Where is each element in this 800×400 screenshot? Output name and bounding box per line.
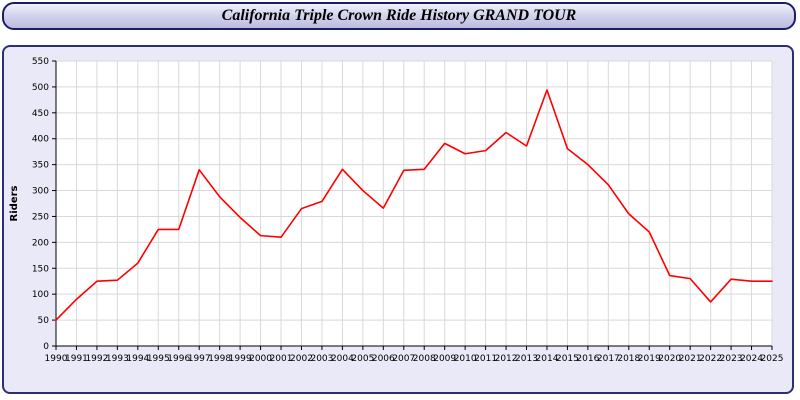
x-tick-label: 2009 [433, 354, 456, 364]
x-tick-label: 2015 [556, 354, 579, 364]
x-tick-label: 2003 [310, 354, 333, 364]
y-tick-label: 400 [32, 135, 49, 145]
x-tick-label: 1990 [45, 354, 68, 364]
x-tick-label: 1991 [65, 354, 88, 364]
x-tick-label: 2002 [290, 354, 313, 364]
x-tick-label: 2019 [638, 354, 661, 364]
x-tick-label: 2010 [454, 354, 477, 364]
x-tick-label: 2023 [720, 354, 743, 364]
y-tick-label: 200 [32, 238, 49, 248]
chart-title-bar: California Triple Crown Ride History GRA… [2, 2, 796, 30]
x-tick-label: 2001 [270, 354, 293, 364]
y-axis-title: Riders [9, 185, 20, 221]
x-tick-label: 2007 [392, 354, 415, 364]
x-tick-label: 2006 [372, 354, 395, 364]
x-tick-label: 1996 [167, 354, 190, 364]
ride-history-line-chart: 0501001502002503003504004505005501990199… [9, 57, 784, 364]
chart-panel: 0 50 100 150 200 250 300 350 400 450 500 550 1990 199… [2, 45, 794, 394]
x-tick-label: 1992 [85, 354, 108, 364]
x-tick-label: 2025 [761, 354, 784, 364]
y-tick-label: 550 [32, 57, 49, 67]
page-title: California Triple Crown Ride History GRA… [221, 7, 577, 24]
x-tick-label: 2000 [249, 354, 272, 364]
x-tick-label: 1994 [126, 354, 149, 364]
x-tick-label: 2004 [331, 354, 354, 364]
x-tick-label: 2021 [679, 354, 702, 364]
x-tick-label: 2011 [474, 354, 497, 364]
x-tick-label: 1999 [229, 354, 252, 364]
x-tick-label: 2022 [699, 354, 722, 364]
x-tick-label: 1997 [188, 354, 211, 364]
y-tick-label: 150 [32, 264, 49, 274]
x-tick-label: 2013 [515, 354, 538, 364]
x-tick-label: 2018 [617, 354, 640, 364]
riders-series-line [55, 89, 773, 321]
y-tick-label: 100 [32, 290, 49, 300]
y-tick-label: 350 [32, 161, 49, 171]
x-tick-label: 2020 [658, 354, 681, 364]
x-tick-label: 1995 [147, 354, 170, 364]
x-tick-label: 2016 [576, 354, 599, 364]
y-tick-label: 450 [32, 109, 49, 119]
plot-area [56, 61, 772, 346]
x-tick-label: 2017 [597, 354, 620, 364]
y-tick-label: 500 [32, 83, 49, 93]
x-tick-label: 2012 [495, 354, 518, 364]
x-tick-label: 1998 [208, 354, 231, 364]
y-tick-label: 0 [43, 342, 49, 352]
y-tick-label: 250 [32, 212, 49, 222]
x-tick-label: 1993 [106, 354, 129, 364]
x-tick-label: 2024 [740, 354, 763, 364]
y-tick-label: 50 [38, 316, 50, 326]
x-tick-label: 2014 [536, 354, 559, 364]
x-tick-label: 2005 [351, 354, 374, 364]
x-tick-label: 2008 [413, 354, 436, 364]
y-tick-label: 300 [32, 187, 49, 197]
